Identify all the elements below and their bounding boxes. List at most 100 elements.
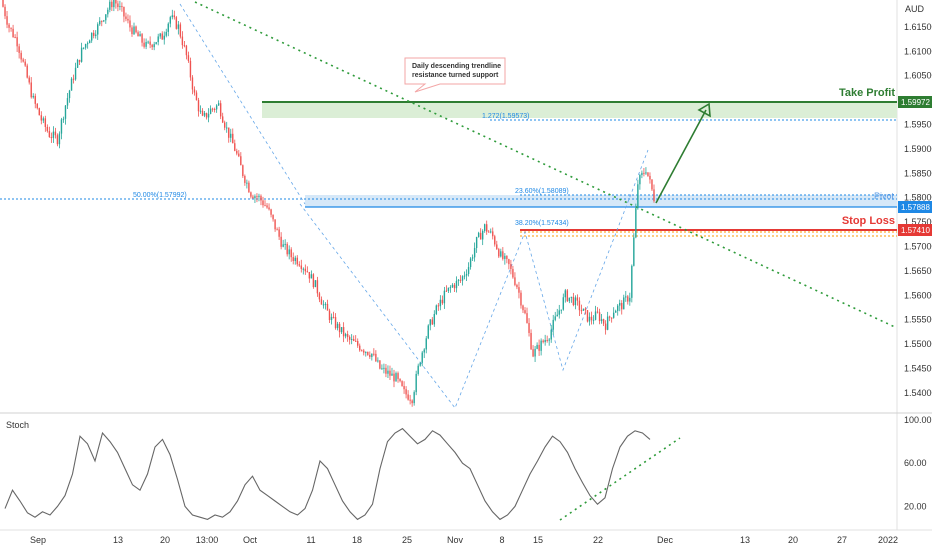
candle-body[interactable] <box>530 332 532 350</box>
candle-body[interactable] <box>544 340 546 343</box>
candle-body[interactable] <box>254 196 256 199</box>
candle-body[interactable] <box>455 280 458 289</box>
candle-body[interactable] <box>143 42 145 47</box>
candle-body[interactable] <box>598 312 601 322</box>
candle-body[interactable] <box>161 33 163 40</box>
candle-body[interactable] <box>86 43 89 45</box>
candle-body[interactable] <box>195 92 198 101</box>
candle-body[interactable] <box>350 338 353 340</box>
candle-body[interactable] <box>97 24 99 35</box>
candle-body[interactable] <box>119 6 121 8</box>
candle-body[interactable] <box>125 16 127 19</box>
candle-body[interactable] <box>282 244 284 247</box>
candle-body[interactable] <box>490 231 492 233</box>
candle-body[interactable] <box>596 311 599 313</box>
candle-body[interactable] <box>40 115 43 121</box>
candle-body[interactable] <box>318 293 321 300</box>
candle-body[interactable] <box>506 255 508 260</box>
candle-body[interactable] <box>635 208 637 238</box>
candle-body[interactable] <box>175 17 178 29</box>
candle-body[interactable] <box>617 305 619 311</box>
candle-body[interactable] <box>173 15 176 18</box>
candle-body[interactable] <box>268 207 270 210</box>
candle-body[interactable] <box>427 325 429 339</box>
candle-body[interactable] <box>189 60 192 78</box>
candle-body[interactable] <box>312 274 315 288</box>
candle-body[interactable] <box>280 236 282 247</box>
time-axis[interactable]: Sep 13 20 13:00 Oct 11 18 25 Nov 8 15 22 Dec 13 20 27 20… <box>30 535 898 545</box>
candle-body[interactable] <box>272 214 274 220</box>
candle-body[interactable] <box>457 279 460 281</box>
candle-body[interactable] <box>568 297 571 302</box>
candle-body[interactable] <box>179 24 182 37</box>
candle-body[interactable] <box>377 360 379 362</box>
candle-body[interactable] <box>14 37 16 39</box>
candle-body[interactable] <box>262 200 264 206</box>
candle-body[interactable] <box>631 265 633 298</box>
candle-body[interactable] <box>52 131 55 138</box>
candle-body[interactable] <box>191 77 194 90</box>
candle-body[interactable] <box>88 40 91 44</box>
candle-body[interactable] <box>471 257 474 259</box>
candle-body[interactable] <box>538 344 540 351</box>
candle-body[interactable] <box>38 108 40 116</box>
candle-body[interactable] <box>322 304 325 306</box>
candle-body[interactable] <box>238 153 240 157</box>
candle-body[interactable] <box>643 172 645 174</box>
candle-body[interactable] <box>504 255 506 259</box>
candle-body[interactable] <box>298 264 300 266</box>
candle-body[interactable] <box>348 337 351 340</box>
candle-body[interactable] <box>290 249 292 258</box>
candle-body[interactable] <box>365 351 367 353</box>
candle-body[interactable] <box>169 17 171 24</box>
candle-body[interactable] <box>324 303 327 305</box>
candle-body[interactable] <box>159 33 161 37</box>
candle-body[interactable] <box>494 236 496 245</box>
candle-body[interactable] <box>64 105 67 119</box>
candle-body[interactable] <box>78 59 81 62</box>
candle-body[interactable] <box>409 399 411 401</box>
candle-body[interactable] <box>512 268 514 278</box>
candle-body[interactable] <box>16 37 18 47</box>
candle-body[interactable] <box>181 36 184 46</box>
candle-body[interactable] <box>99 20 101 25</box>
candle-body[interactable] <box>244 176 246 183</box>
candle-body[interactable] <box>361 350 363 352</box>
candle-body[interactable] <box>215 105 218 110</box>
candle-body[interactable] <box>441 299 444 304</box>
candle-body[interactable] <box>171 15 174 18</box>
candle-body[interactable] <box>371 353 373 358</box>
candle-body[interactable] <box>286 243 288 255</box>
candle-body[interactable] <box>284 243 286 245</box>
candle-body[interactable] <box>637 184 639 209</box>
candle-body[interactable] <box>338 323 341 333</box>
candle-body[interactable] <box>627 296 629 302</box>
candle-body[interactable] <box>139 34 141 37</box>
candle-body[interactable] <box>580 310 583 312</box>
candle-body[interactable] <box>590 316 593 321</box>
candle-body[interactable] <box>26 65 28 78</box>
candle-body[interactable] <box>260 195 262 201</box>
candle-body[interactable] <box>294 257 296 262</box>
candle-body[interactable] <box>232 133 234 144</box>
candle-body[interactable] <box>415 373 417 393</box>
candle-body[interactable] <box>141 34 143 43</box>
candle-body[interactable] <box>211 108 214 110</box>
candle-body[interactable] <box>92 32 95 36</box>
candle-body[interactable] <box>258 195 260 197</box>
candle-body[interactable] <box>518 287 520 293</box>
candle-body[interactable] <box>316 280 319 294</box>
candle-body[interactable] <box>401 381 403 387</box>
candle-body[interactable] <box>584 308 587 311</box>
candle-body[interactable] <box>463 275 466 277</box>
candle-body[interactable] <box>310 274 313 279</box>
candle-body[interactable] <box>393 373 395 382</box>
candle-body[interactable] <box>101 20 103 22</box>
candle-body[interactable] <box>641 172 643 175</box>
candle-body[interactable] <box>157 36 159 43</box>
candle-body[interactable] <box>453 284 456 289</box>
candle-body[interactable] <box>346 333 349 338</box>
candle-body[interactable] <box>131 27 133 35</box>
candle-body[interactable] <box>546 340 548 342</box>
